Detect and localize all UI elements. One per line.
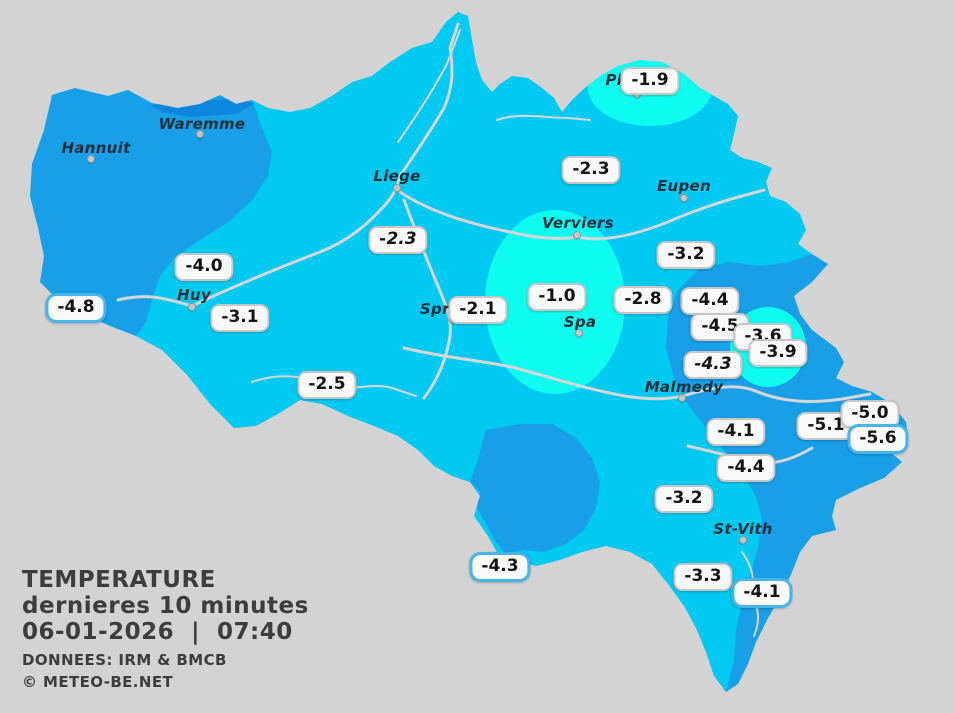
city-dot (196, 130, 204, 138)
temperature-badge: -4.1 (731, 578, 793, 608)
temperature-badge: -4.1 (706, 418, 766, 446)
city-label-eupen: Eupen (656, 177, 712, 195)
temperature-badge: -4.4 (716, 454, 776, 482)
title-block: TEMPERATURE dernieres 10 minutes 06-01-2… (22, 567, 309, 693)
city-label-malmedy: Malmedy (644, 378, 724, 396)
temperature-badge: -1.9 (620, 67, 680, 95)
temperature-badge: -4.0 (174, 253, 234, 281)
temperature-badge: -3.3 (673, 563, 733, 591)
zone-cold-south-lobe (470, 424, 600, 554)
temperature-badge: -5.6 (847, 424, 909, 454)
temperature-badge: -4.8 (45, 293, 107, 323)
temperature-badge: -4.3 (683, 351, 743, 379)
city-label-spa: Spa (563, 313, 597, 331)
zone-colder-north-sliver (150, 98, 254, 117)
map-title: TEMPERATURE (22, 567, 216, 593)
zone-cold-west (30, 88, 272, 336)
temperature-badge: -1.0 (527, 283, 587, 311)
copyright: © METEO-BE.NET (22, 673, 174, 691)
city-dot (680, 194, 688, 202)
map-subtitle: dernieres 10 minutes (22, 593, 309, 619)
city-label-st-vith: St-Vith (713, 520, 773, 538)
city-dot (573, 231, 581, 239)
city-dot (739, 536, 747, 544)
city-dot (188, 303, 196, 311)
temperature-badge: -4.3 (469, 552, 531, 582)
data-source: DONNEES: IRM & BMCB (22, 651, 227, 669)
city-dot (678, 394, 686, 402)
temperature-badge: -2.3 (561, 156, 621, 184)
city-label-huy: Huy (177, 286, 211, 304)
city-dot (393, 184, 401, 192)
temperature-badge: -2.1 (448, 296, 508, 324)
map-datetime: 06-01-2026 | 07:40 (22, 619, 293, 645)
city-label-waremme: Waremme (158, 115, 246, 133)
river-north-east (496, 114, 591, 121)
city-label-liege: Liege (373, 167, 421, 185)
city-label-verviers: Verviers (542, 214, 614, 232)
temperature-badge: -3.1 (210, 304, 270, 332)
city-dot (575, 329, 583, 337)
city-dot (87, 155, 95, 163)
temperature-badge: -2.8 (613, 286, 673, 314)
temperature-badge: -2.5 (297, 371, 357, 399)
temperature-badge: -3.2 (654, 485, 714, 513)
city-label-hannuit: Hannuit (61, 139, 131, 157)
temperature-badge: -2.3 (368, 226, 428, 254)
river-border-nw (397, 29, 461, 143)
temperature-badge: -3.2 (656, 241, 716, 269)
temperature-badge: -3.9 (748, 339, 808, 367)
temperature-badge: -4.4 (680, 287, 740, 315)
river-ambleve (402, 346, 872, 404)
